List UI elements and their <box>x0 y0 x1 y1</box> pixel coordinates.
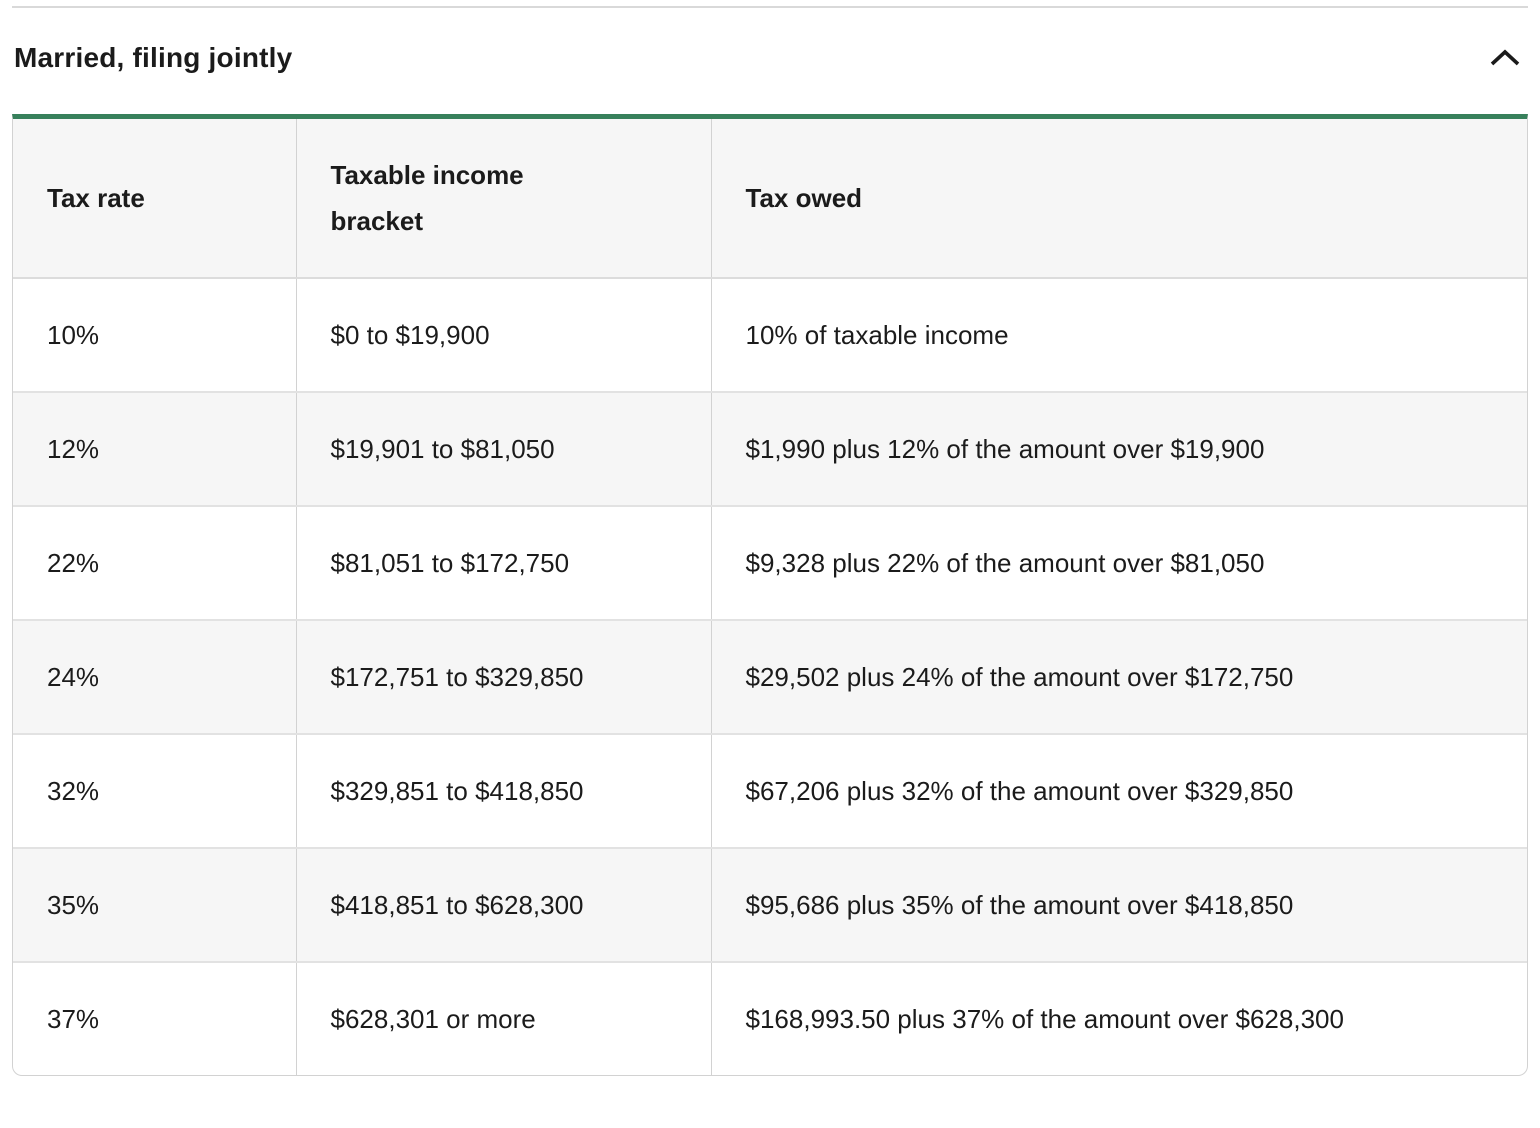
col-header-taxable-income-bracket-label: Taxable income bracket <box>330 160 524 236</box>
table-row: 12% $19,901 to $81,050 $1,990 plus 12% of … <box>13 391 1527 506</box>
cell-tax-owed-text: $1,990 plus 12% of the amount over $19,9… <box>745 434 1265 464</box>
chevron-up-icon[interactable] <box>1488 46 1522 70</box>
cell-tax-rate: 37% <box>13 961 297 1075</box>
cell-tax-rate: 24% <box>13 619 297 734</box>
cell-tax-rate: 22% <box>13 505 297 620</box>
cell-tax-rate-text: 22% <box>47 548 100 578</box>
col-header-tax-owed-label: Tax owed <box>745 183 863 213</box>
table-row: 35% $418,851 to $628,300 $95,686 plus 35% … <box>13 847 1527 962</box>
accordion-title: Married, filing jointly <box>14 42 293 73</box>
table-body: 10% $0 to $19,900 10% of taxable income 12%… <box>13 278 1527 1075</box>
cell-income-bracket: $628,301 or more <box>296 961 712 1075</box>
tax-brackets-section: Married, filing jointly Tax rate Taxable <box>12 6 1528 1076</box>
cell-tax-rate-text: 37% <box>47 1004 100 1034</box>
table-row: 32% $329,851 to $418,850 $67,206 plus 32% … <box>13 733 1527 848</box>
cell-tax-owed: $1,990 plus 12% of the amount over $19,9… <box>711 391 1527 506</box>
cell-income-bracket-text: $628,301 or more <box>330 1004 536 1034</box>
cell-income-bracket-text: $0 to $19,900 <box>330 320 490 350</box>
cell-income-bracket-text: $172,751 to $329,850 <box>330 662 584 692</box>
cell-income-bracket-text: $418,851 to $628,300 <box>330 890 584 920</box>
col-header-tax-owed: Tax owed <box>711 119 1527 279</box>
cell-tax-owed: $168,993.50 plus 37% of the amount over … <box>711 961 1527 1075</box>
cell-tax-owed: 10% of taxable income <box>711 278 1527 392</box>
cell-tax-owed-text: $9,328 plus 22% of the amount over $81,0… <box>745 548 1265 578</box>
table-row: 10% $0 to $19,900 10% of taxable income <box>13 278 1527 392</box>
cell-tax-owed-text: $95,686 plus 35% of the amount over $418… <box>745 890 1294 920</box>
cell-tax-owed-text: $168,993.50 plus 37% of the amount over … <box>745 1004 1344 1034</box>
cell-tax-owed-text: 10% of taxable income <box>745 320 1009 350</box>
cell-tax-rate-text: 24% <box>47 662 100 692</box>
cell-income-bracket-text: $329,851 to $418,850 <box>330 776 584 806</box>
cell-tax-rate: 32% <box>13 733 297 848</box>
cell-income-bracket: $81,051 to $172,750 <box>296 505 712 620</box>
cell-tax-rate-text: 32% <box>47 776 100 806</box>
cell-tax-rate: 35% <box>13 847 297 962</box>
cell-tax-owed: $95,686 plus 35% of the amount over $418… <box>711 847 1527 962</box>
cell-income-bracket: $19,901 to $81,050 <box>296 391 712 506</box>
cell-income-bracket-text: $19,901 to $81,050 <box>330 434 555 464</box>
cell-tax-rate: 10% <box>13 278 297 392</box>
section-top-divider <box>12 6 1528 8</box>
col-header-tax-rate-label: Tax rate <box>47 183 145 213</box>
cell-income-bracket: $329,851 to $418,850 <box>296 733 712 848</box>
cell-tax-owed-text: $29,502 plus 24% of the amount over $172… <box>745 662 1294 692</box>
col-header-tax-rate: Tax rate <box>13 119 297 279</box>
cell-tax-owed: $29,502 plus 24% of the amount over $172… <box>711 619 1527 734</box>
cell-income-bracket-text: $81,051 to $172,750 <box>330 548 570 578</box>
cell-tax-owed: $9,328 plus 22% of the amount over $81,0… <box>711 505 1527 620</box>
cell-tax-rate-text: 35% <box>47 890 100 920</box>
cell-tax-owed: $67,206 plus 32% of the amount over $329… <box>711 733 1527 848</box>
cell-income-bracket: $418,851 to $628,300 <box>296 847 712 962</box>
col-header-taxable-income-bracket: Taxable income bracket <box>296 119 712 279</box>
cell-tax-rate-text: 12% <box>47 434 100 464</box>
accordion-header-married-filing-jointly[interactable]: Married, filing jointly <box>12 8 1528 114</box>
cell-tax-rate: 12% <box>13 391 297 506</box>
table-row: 22% $81,051 to $172,750 $9,328 plus 22% of… <box>13 505 1527 620</box>
cell-tax-owed-text: $67,206 plus 32% of the amount over $329… <box>745 776 1294 806</box>
cell-tax-rate-text: 10% <box>47 320 100 350</box>
table-header-row: Tax rate Taxable income bracket Tax owed <box>13 119 1527 279</box>
cell-income-bracket: $172,751 to $329,850 <box>296 619 712 734</box>
table-row: 37% $628,301 or more $168,993.50 plus 37% … <box>13 961 1527 1075</box>
cell-income-bracket: $0 to $19,900 <box>296 278 712 392</box>
tax-bracket-table: Tax rate Taxable income bracket Tax owed… <box>12 114 1528 1076</box>
table-row: 24% $172,751 to $329,850 $29,502 plus 24% … <box>13 619 1527 734</box>
